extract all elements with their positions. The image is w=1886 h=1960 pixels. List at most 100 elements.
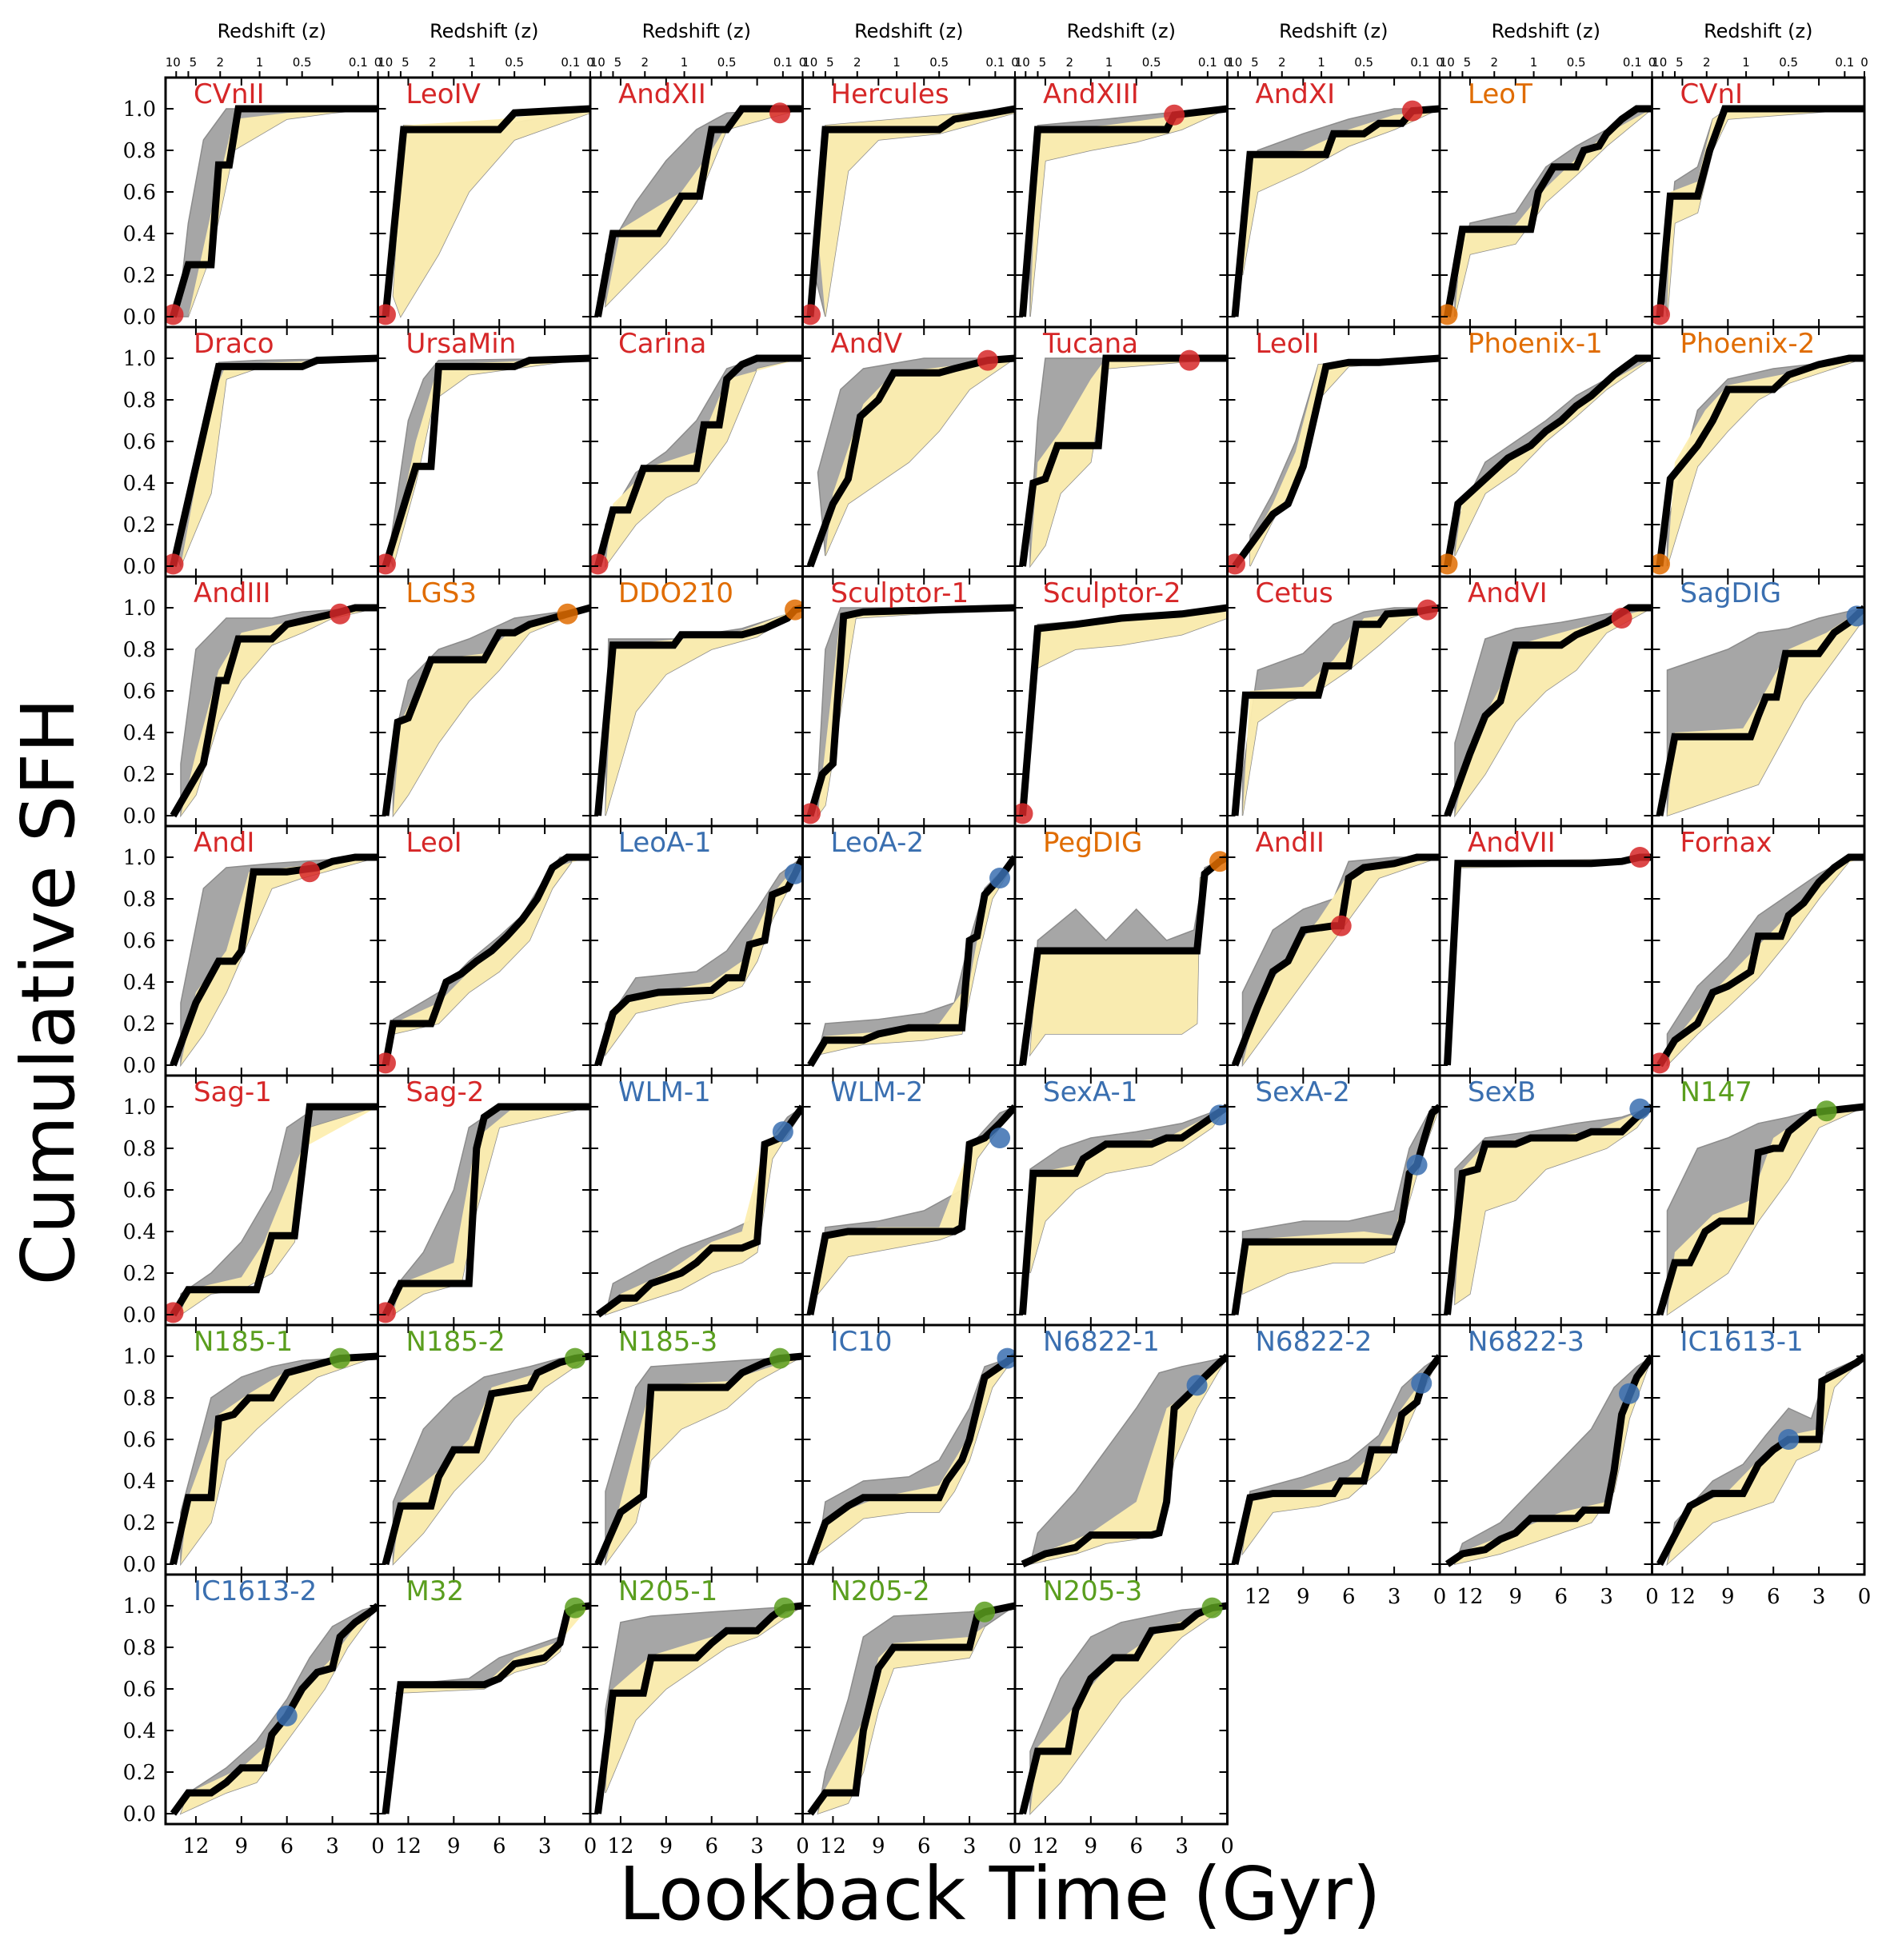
time-tick-label: 0 [1433,1585,1447,1609]
x-axis-label: Lookback Time (Gyr) [618,1851,1381,1937]
sfh-line [382,354,590,568]
redshift-tick-label: 5 [1251,55,1259,70]
panel-andiii: AndIII 0.0 0.2 0.4 0.6 0.8 1.0 [123,575,379,828]
panel-plot-area [1444,1098,1652,1315]
uncertainty-band-gray [177,108,378,317]
uncertainty-band-yellow [1030,109,1228,317]
sfh-line [1019,604,1228,816]
sfh-line [382,1352,590,1566]
quenching-marker [565,1597,586,1619]
sfh-line [806,105,1015,317]
y-tick-label: 0.6 [123,680,156,704]
panel-name: IC1613-1 [1680,1326,1804,1358]
quenching-marker [974,1601,996,1623]
panel-sculptor-1: Sculptor-1 [801,575,1017,828]
panel-leoi: LeoI [377,824,592,1077]
quenching-marker [166,304,184,325]
panel-name: WLM-1 [618,1076,711,1108]
quenching-marker [1015,803,1033,824]
panel-leoiv: LeoIV [377,76,592,329]
y-tick-label: 1.0 [123,846,156,870]
quenching-marker [378,304,396,325]
y-tick-label: 0.4 [123,1719,156,1743]
quenching-marker [166,1302,184,1323]
quenching-marker [1440,553,1458,575]
sfh-line [1232,354,1440,569]
uncertainty-band-yellow [393,1107,590,1315]
redshift-tick-label: 2 [1278,55,1286,70]
time-tick-label: 3 [963,1834,977,1858]
redshift-axis-label: Redshift (z) [854,20,963,42]
uncertainty-band-gray [180,856,378,1068]
panel-frame [1226,1323,1441,1576]
y-tick-label: 0.2 [123,1012,156,1036]
y-tick-label: 0.4 [123,1470,156,1494]
redshift-tick-label: 1 [1530,55,1538,70]
panel-plot-area [1231,1354,1440,1565]
panel-plot-area [1444,1354,1652,1567]
uncertainty-band-gray [1454,357,1652,557]
uncertainty-band-yellow [1455,1356,1652,1564]
y-tick-label: 0.2 [123,513,156,537]
time-tick-label: 9 [872,1834,885,1858]
redshift-tick-label: 1 [681,55,689,70]
redshift-tick-label: 0 [374,55,382,70]
panel-cvnii: CVnII 0.0 0.2 0.4 0.6 0.8 1.0 [123,76,379,329]
panel-frame [1651,1323,1866,1576]
panel-name: SagDIG [1680,577,1782,609]
panel-plot-area [806,1347,1015,1566]
quenching-marker [785,863,803,884]
sfh-line [1019,1602,1228,1815]
redshift-tick-label: 0 [1860,55,1868,70]
panel-tucana: Tucana [1013,325,1229,578]
panel-name: N205-1 [618,1575,717,1607]
y-tick-label: 0.8 [123,1137,156,1161]
panel-sexa-1: SexA-1 [1013,1074,1229,1327]
sfh-line [806,604,1015,817]
redshift-tick-label: 10 [1227,55,1242,70]
panel-pegdig: PegDIG [1013,824,1229,1077]
quenching-marker [1209,851,1228,872]
uncertainty-band-yellow [1667,608,1864,816]
quenching-marker [1411,1372,1432,1394]
panel-plot-area [1019,1104,1228,1315]
uncertainty-band-gray [1241,1355,1440,1556]
panel-andvi: AndVI [1438,575,1653,828]
panel-name: IC1613-2 [194,1575,317,1607]
redshift-tick-label: 0 [1224,55,1232,70]
panel-plot-area [806,349,1015,568]
uncertainty-band-yellow [605,1356,803,1564]
panel-frame [1438,325,1653,578]
redshift-axis-label: Redshift (z) [1492,20,1600,42]
time-tick-label: 6 [705,1834,718,1858]
panel-plot-area [1444,604,1652,818]
sfh-line [382,853,590,1066]
redshift-tick-label: 0.1 [1410,55,1429,70]
panel-name: Tucana [1042,328,1138,360]
panel-name: LeoA-2 [831,827,924,859]
quenching-marker [330,603,351,625]
panel-name: AndII [1256,827,1325,859]
redshift-tick-label: 0.5 [1142,55,1161,70]
time-tick-label: 3 [538,1834,552,1858]
panel-plot-area [1444,847,1652,1066]
panel-frame [801,1074,1017,1327]
redshift-tick-label: 0.5 [1779,55,1798,70]
time-tick-label: 12 [1456,1585,1483,1609]
redshift-tick-label: 0.1 [561,55,580,70]
quenching-marker [989,868,1011,888]
panel-name: N185-3 [618,1326,717,1358]
uncertainty-band-gray [1249,357,1440,567]
uncertainty-band-yellow [1030,857,1228,1055]
uncertainty-band-yellow [817,1356,1015,1554]
time-tick-label: 12 [607,1834,633,1858]
panel-name: AndVII [1468,827,1556,859]
panel-frame [377,1573,592,1826]
uncertainty-band-yellow [817,1606,1015,1814]
quenching-marker [773,1597,795,1619]
panel-cvni: CVnI [1651,76,1866,329]
y-tick-label: 0.0 [123,1054,156,1078]
panel-frame [589,824,804,1077]
